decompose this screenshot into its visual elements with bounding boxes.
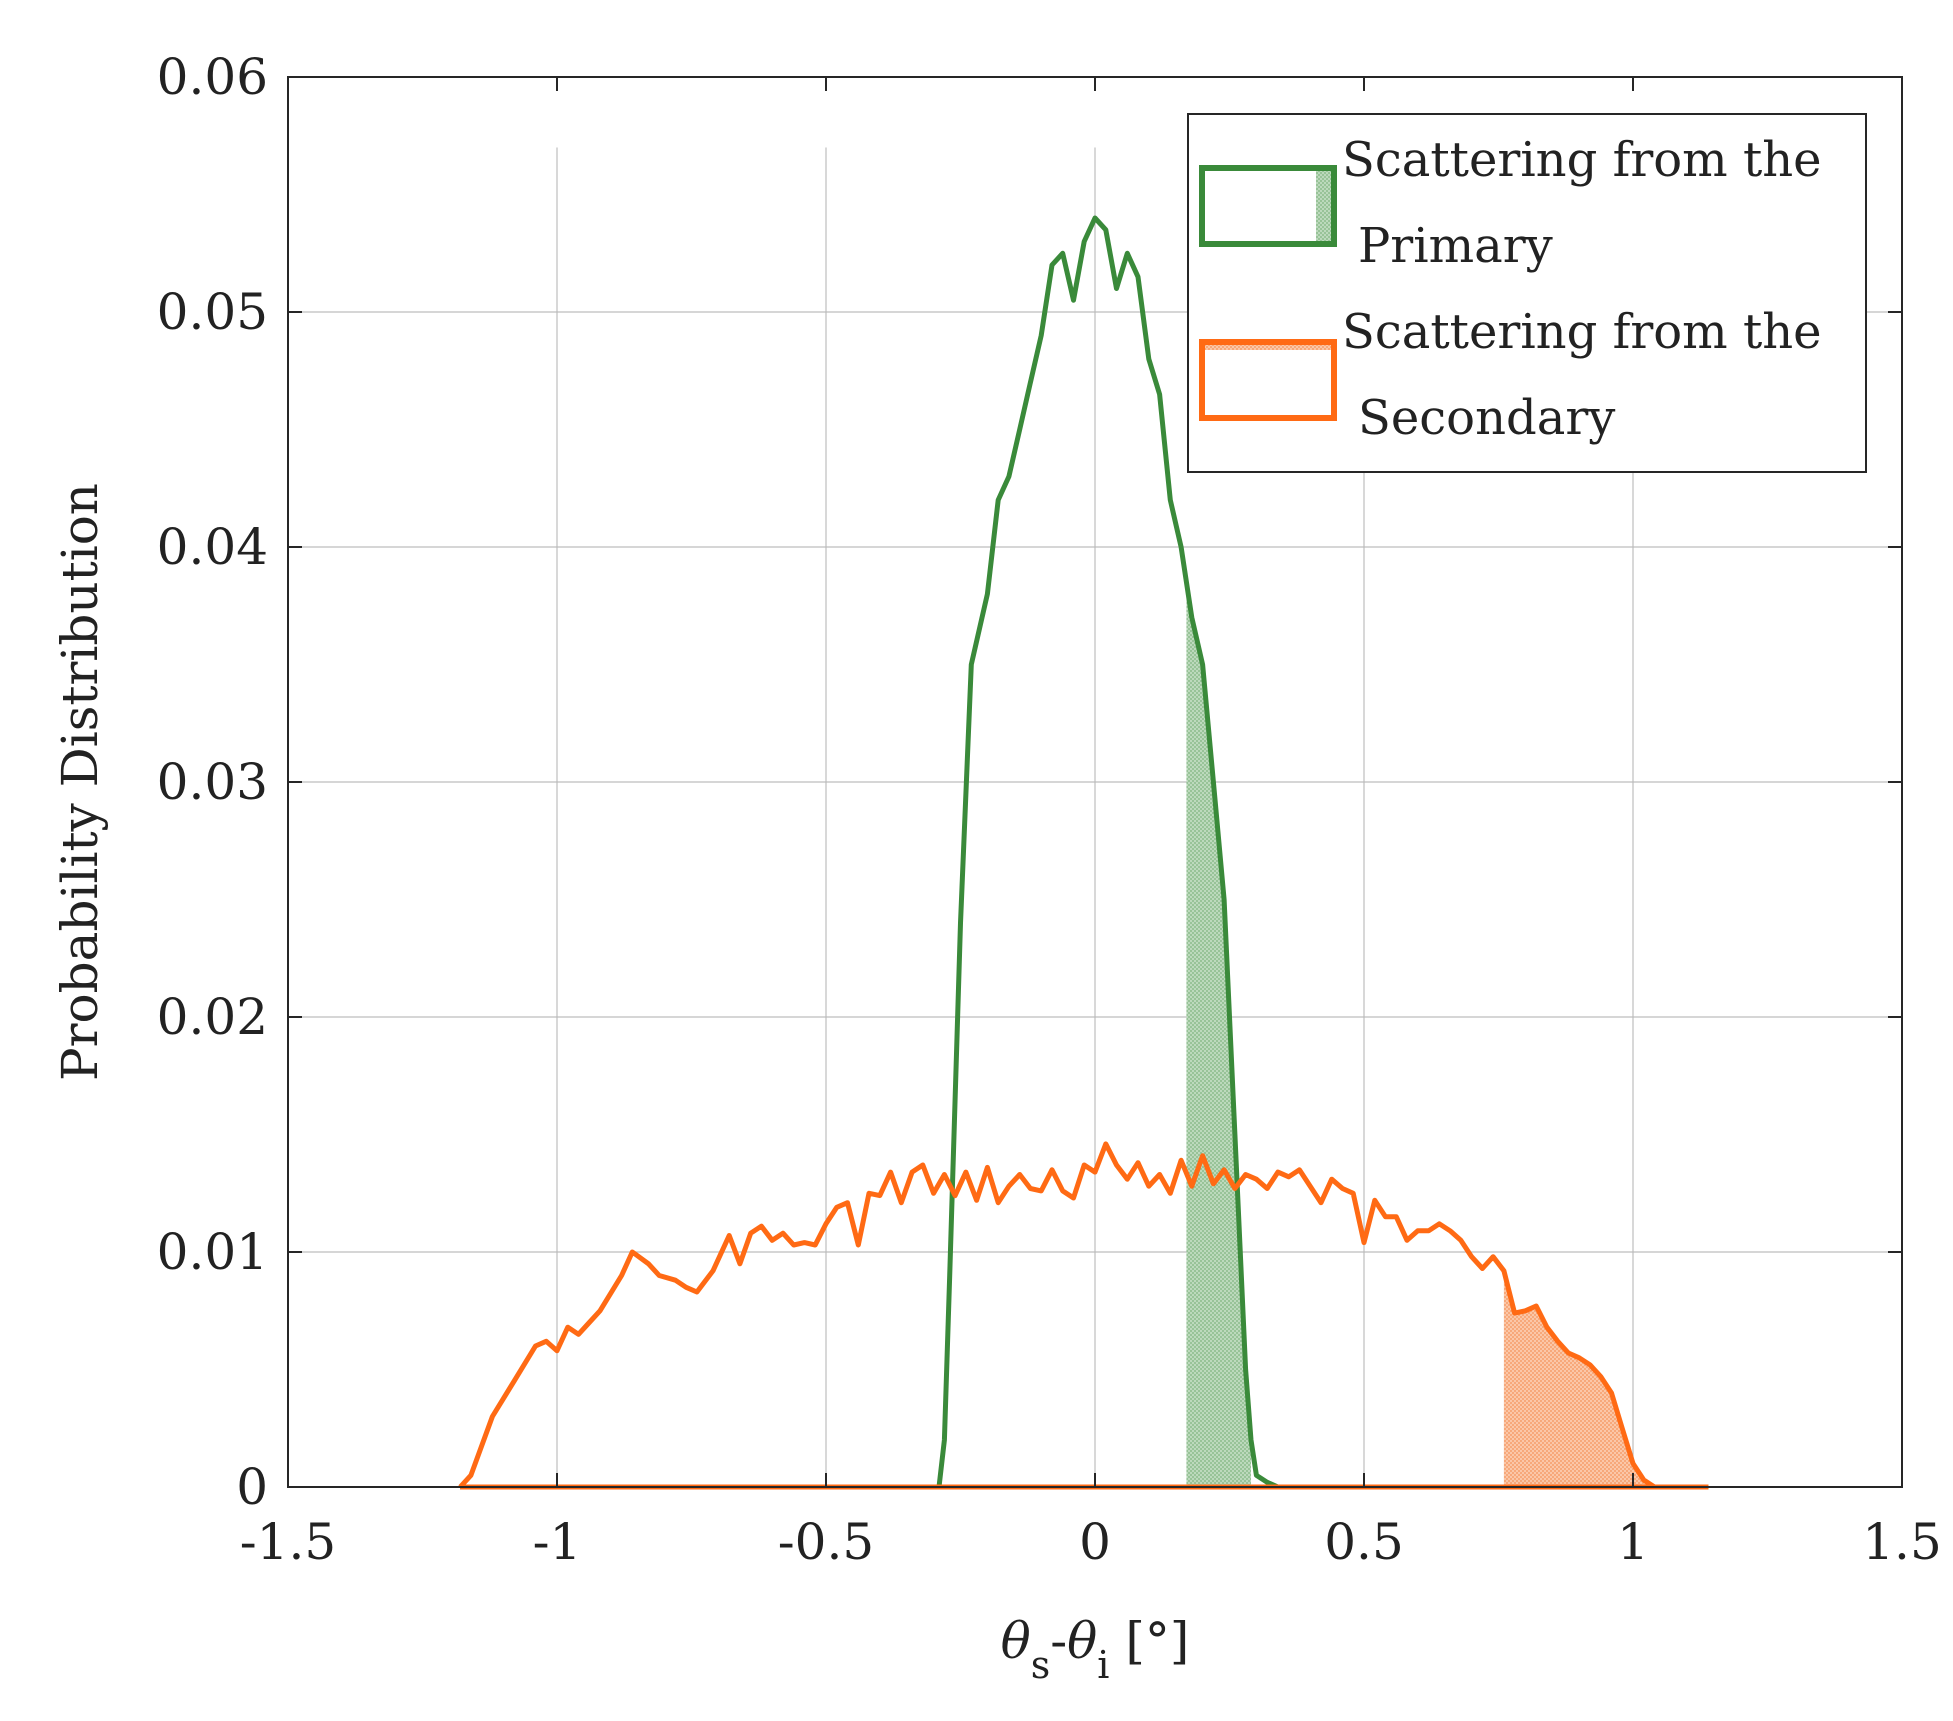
legend-entry-primary: Scattering from the Primary (1199, 132, 1822, 274)
x-tick-label: -0.5 (778, 1513, 874, 1571)
x-tick-label: -1 (533, 1513, 582, 1571)
legend-swatch-primary (1199, 165, 1337, 247)
x-label-unit: [°] (1109, 1612, 1189, 1670)
x-tick-label: 0.5 (1324, 1513, 1404, 1571)
legend-swatch-secondary (1199, 339, 1337, 421)
x-label-sub-s: s (1031, 1643, 1051, 1687)
y-tick-label: 0 (236, 1458, 268, 1516)
x-tick-label: 1 (1617, 1513, 1649, 1571)
legend-swatch-secondary-fill (1202, 342, 1334, 350)
legend-entry-secondary: Scattering from the Secondary (1199, 304, 1822, 446)
legend-label-secondary-line1: Scattering from the (1342, 304, 1822, 360)
x-tick-label: 1.5 (1862, 1513, 1942, 1571)
x-axis-label: θs-θi [°] (1001, 1612, 1190, 1687)
x-label-dash: - (1050, 1612, 1067, 1670)
legend: Scattering from the Primary Scattering f… (1187, 113, 1867, 473)
legend-label-secondary-line2: Secondary (1358, 390, 1615, 446)
legend-box (1187, 113, 1867, 473)
secondary-series-line (458, 1141, 1709, 1490)
x-label-theta-s: θ (1001, 1612, 1031, 1670)
y-tick-label: 0.01 (157, 1223, 268, 1281)
y-tick-label: 0.06 (157, 48, 268, 106)
y-tick-label: 0.05 (157, 283, 268, 341)
shaded-regions (1186, 582, 1703, 1487)
axis-ticks: -1.5 -1 -0.5 0 0.5 1 1.5 0 0.01 0.02 0.03 0.04 0.05 0… (157, 48, 1942, 1571)
legend-label-primary-line1: Scattering from the (1342, 132, 1822, 188)
y-tick-label: 0.04 (157, 518, 268, 576)
y-axis-label: Probability Distribution (51, 483, 109, 1081)
x-label-sub-i: i (1097, 1643, 1109, 1687)
legend-swatch-primary-fill (1316, 168, 1334, 244)
primary-series-line (906, 215, 1279, 1490)
primary-shaded-region (1186, 582, 1252, 1487)
y-tick-label: 0.02 (157, 988, 268, 1046)
x-tick-label: 0 (1079, 1513, 1111, 1571)
legend-label-primary-line2: Primary (1358, 218, 1553, 274)
secondary-shaded-region (1503, 1270, 1703, 1487)
y-tick-label: 0.03 (157, 753, 268, 811)
x-tick-label: -1.5 (240, 1513, 336, 1571)
x-label-theta-i: θ (1067, 1612, 1097, 1670)
